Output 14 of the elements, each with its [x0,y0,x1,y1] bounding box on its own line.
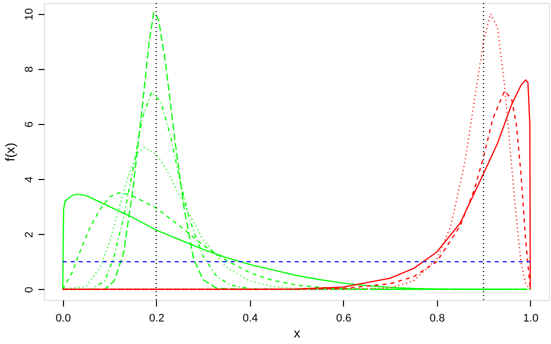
x-tick-label: 1.0 [523,312,538,324]
x-tick-label: 0.6 [336,312,352,324]
y-tick-label: 4 [24,176,36,183]
y-tick-label: 0 [24,286,36,293]
y-tick-label: 8 [24,66,36,72]
x-tick-label: 0.4 [242,312,258,324]
y-tick-label: 6 [24,121,36,128]
y-axis-title: f(x) [2,142,18,162]
x-tick-label: 0.8 [430,312,445,324]
y-tick-label: 10 [24,8,36,20]
x-axis-title: x [294,326,301,340]
x-tick-label: 0.0 [56,312,71,324]
y-tick-label: 2 [24,232,36,238]
x-tick-label: 0.2 [149,312,164,324]
